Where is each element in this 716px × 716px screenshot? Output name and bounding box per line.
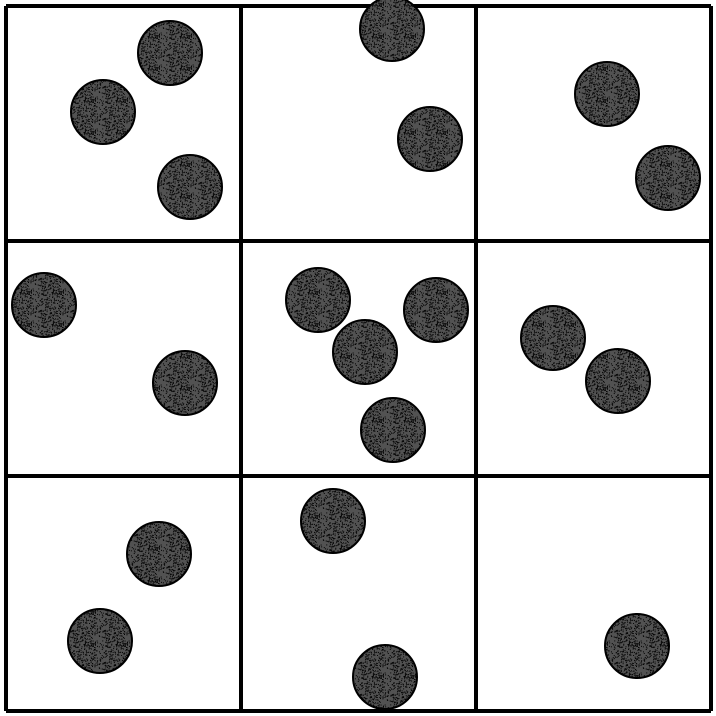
dot-icon bbox=[158, 155, 222, 219]
dot-icon bbox=[127, 522, 191, 586]
dot-icon bbox=[398, 107, 462, 171]
dot-icon bbox=[575, 62, 639, 126]
dot-icon bbox=[353, 645, 417, 709]
dot-icon bbox=[286, 268, 350, 332]
diagram-stage bbox=[0, 0, 716, 716]
dot-icon bbox=[333, 320, 397, 384]
dot-icon bbox=[71, 80, 135, 144]
dot-icon bbox=[68, 609, 132, 673]
dot-icon bbox=[586, 349, 650, 413]
dot-icon bbox=[636, 146, 700, 210]
grid-dots-diagram bbox=[0, 0, 716, 716]
dot-icon bbox=[605, 614, 669, 678]
dot-icon bbox=[361, 398, 425, 462]
dot-icon bbox=[138, 21, 202, 85]
dot-icon bbox=[360, 0, 424, 61]
dot-icon bbox=[301, 489, 365, 553]
dot-icon bbox=[153, 351, 217, 415]
dot-icon bbox=[12, 273, 76, 337]
dot-icon bbox=[521, 306, 585, 370]
dot-icon bbox=[404, 278, 468, 342]
